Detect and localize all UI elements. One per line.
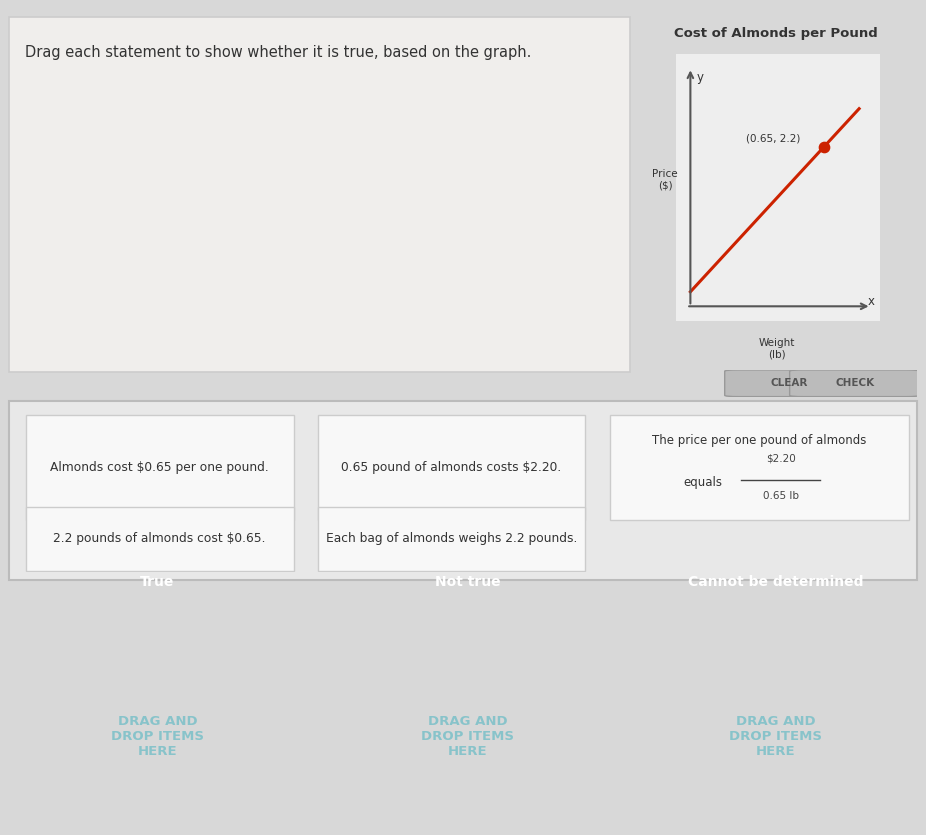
Text: DRAG AND
DROP ITEMS
HERE: DRAG AND DROP ITEMS HERE [111,716,204,758]
Text: DRAG AND
DROP ITEMS
HERE: DRAG AND DROP ITEMS HERE [421,716,514,758]
Text: x: x [868,295,874,308]
FancyBboxPatch shape [318,416,585,519]
Text: The price per one pound of almonds: The price per one pound of almonds [652,434,867,447]
Text: equals: equals [683,476,722,489]
Text: 2.2 pounds of almonds cost $0.65.: 2.2 pounds of almonds cost $0.65. [54,532,266,545]
Text: 0.65 lb: 0.65 lb [763,492,799,502]
Text: Cost of Almonds per Pound: Cost of Almonds per Pound [673,28,878,40]
FancyBboxPatch shape [725,370,855,397]
Text: Each bag of almonds weighs 2.2 pounds.: Each bag of almonds weighs 2.2 pounds. [326,532,577,545]
Text: Cannot be determined: Cannot be determined [688,575,864,590]
FancyBboxPatch shape [9,401,917,580]
FancyBboxPatch shape [26,416,294,519]
Text: True: True [140,575,175,590]
FancyBboxPatch shape [609,416,909,519]
Text: $2.20: $2.20 [766,453,795,463]
FancyBboxPatch shape [318,507,585,570]
Text: Almonds cost $0.65 per one pound.: Almonds cost $0.65 per one pound. [50,461,269,474]
FancyBboxPatch shape [9,17,630,372]
Text: Weight
(lb): Weight (lb) [758,338,795,360]
Text: CLEAR: CLEAR [771,378,808,388]
Text: 0.65 pound of almonds costs $2.20.: 0.65 pound of almonds costs $2.20. [342,461,561,474]
FancyBboxPatch shape [790,370,920,397]
Text: Not true: Not true [435,575,500,590]
Text: (0.65, 2.2): (0.65, 2.2) [746,134,800,144]
FancyBboxPatch shape [26,507,294,570]
Point [817,140,832,154]
Text: Drag each statement to show whether it is true, based on the graph.: Drag each statement to show whether it i… [25,45,532,60]
Text: Price
($): Price ($) [653,169,678,190]
Text: CHECK: CHECK [835,378,874,388]
Text: y: y [696,71,704,84]
Text: DRAG AND
DROP ITEMS
HERE: DRAG AND DROP ITEMS HERE [730,716,822,758]
